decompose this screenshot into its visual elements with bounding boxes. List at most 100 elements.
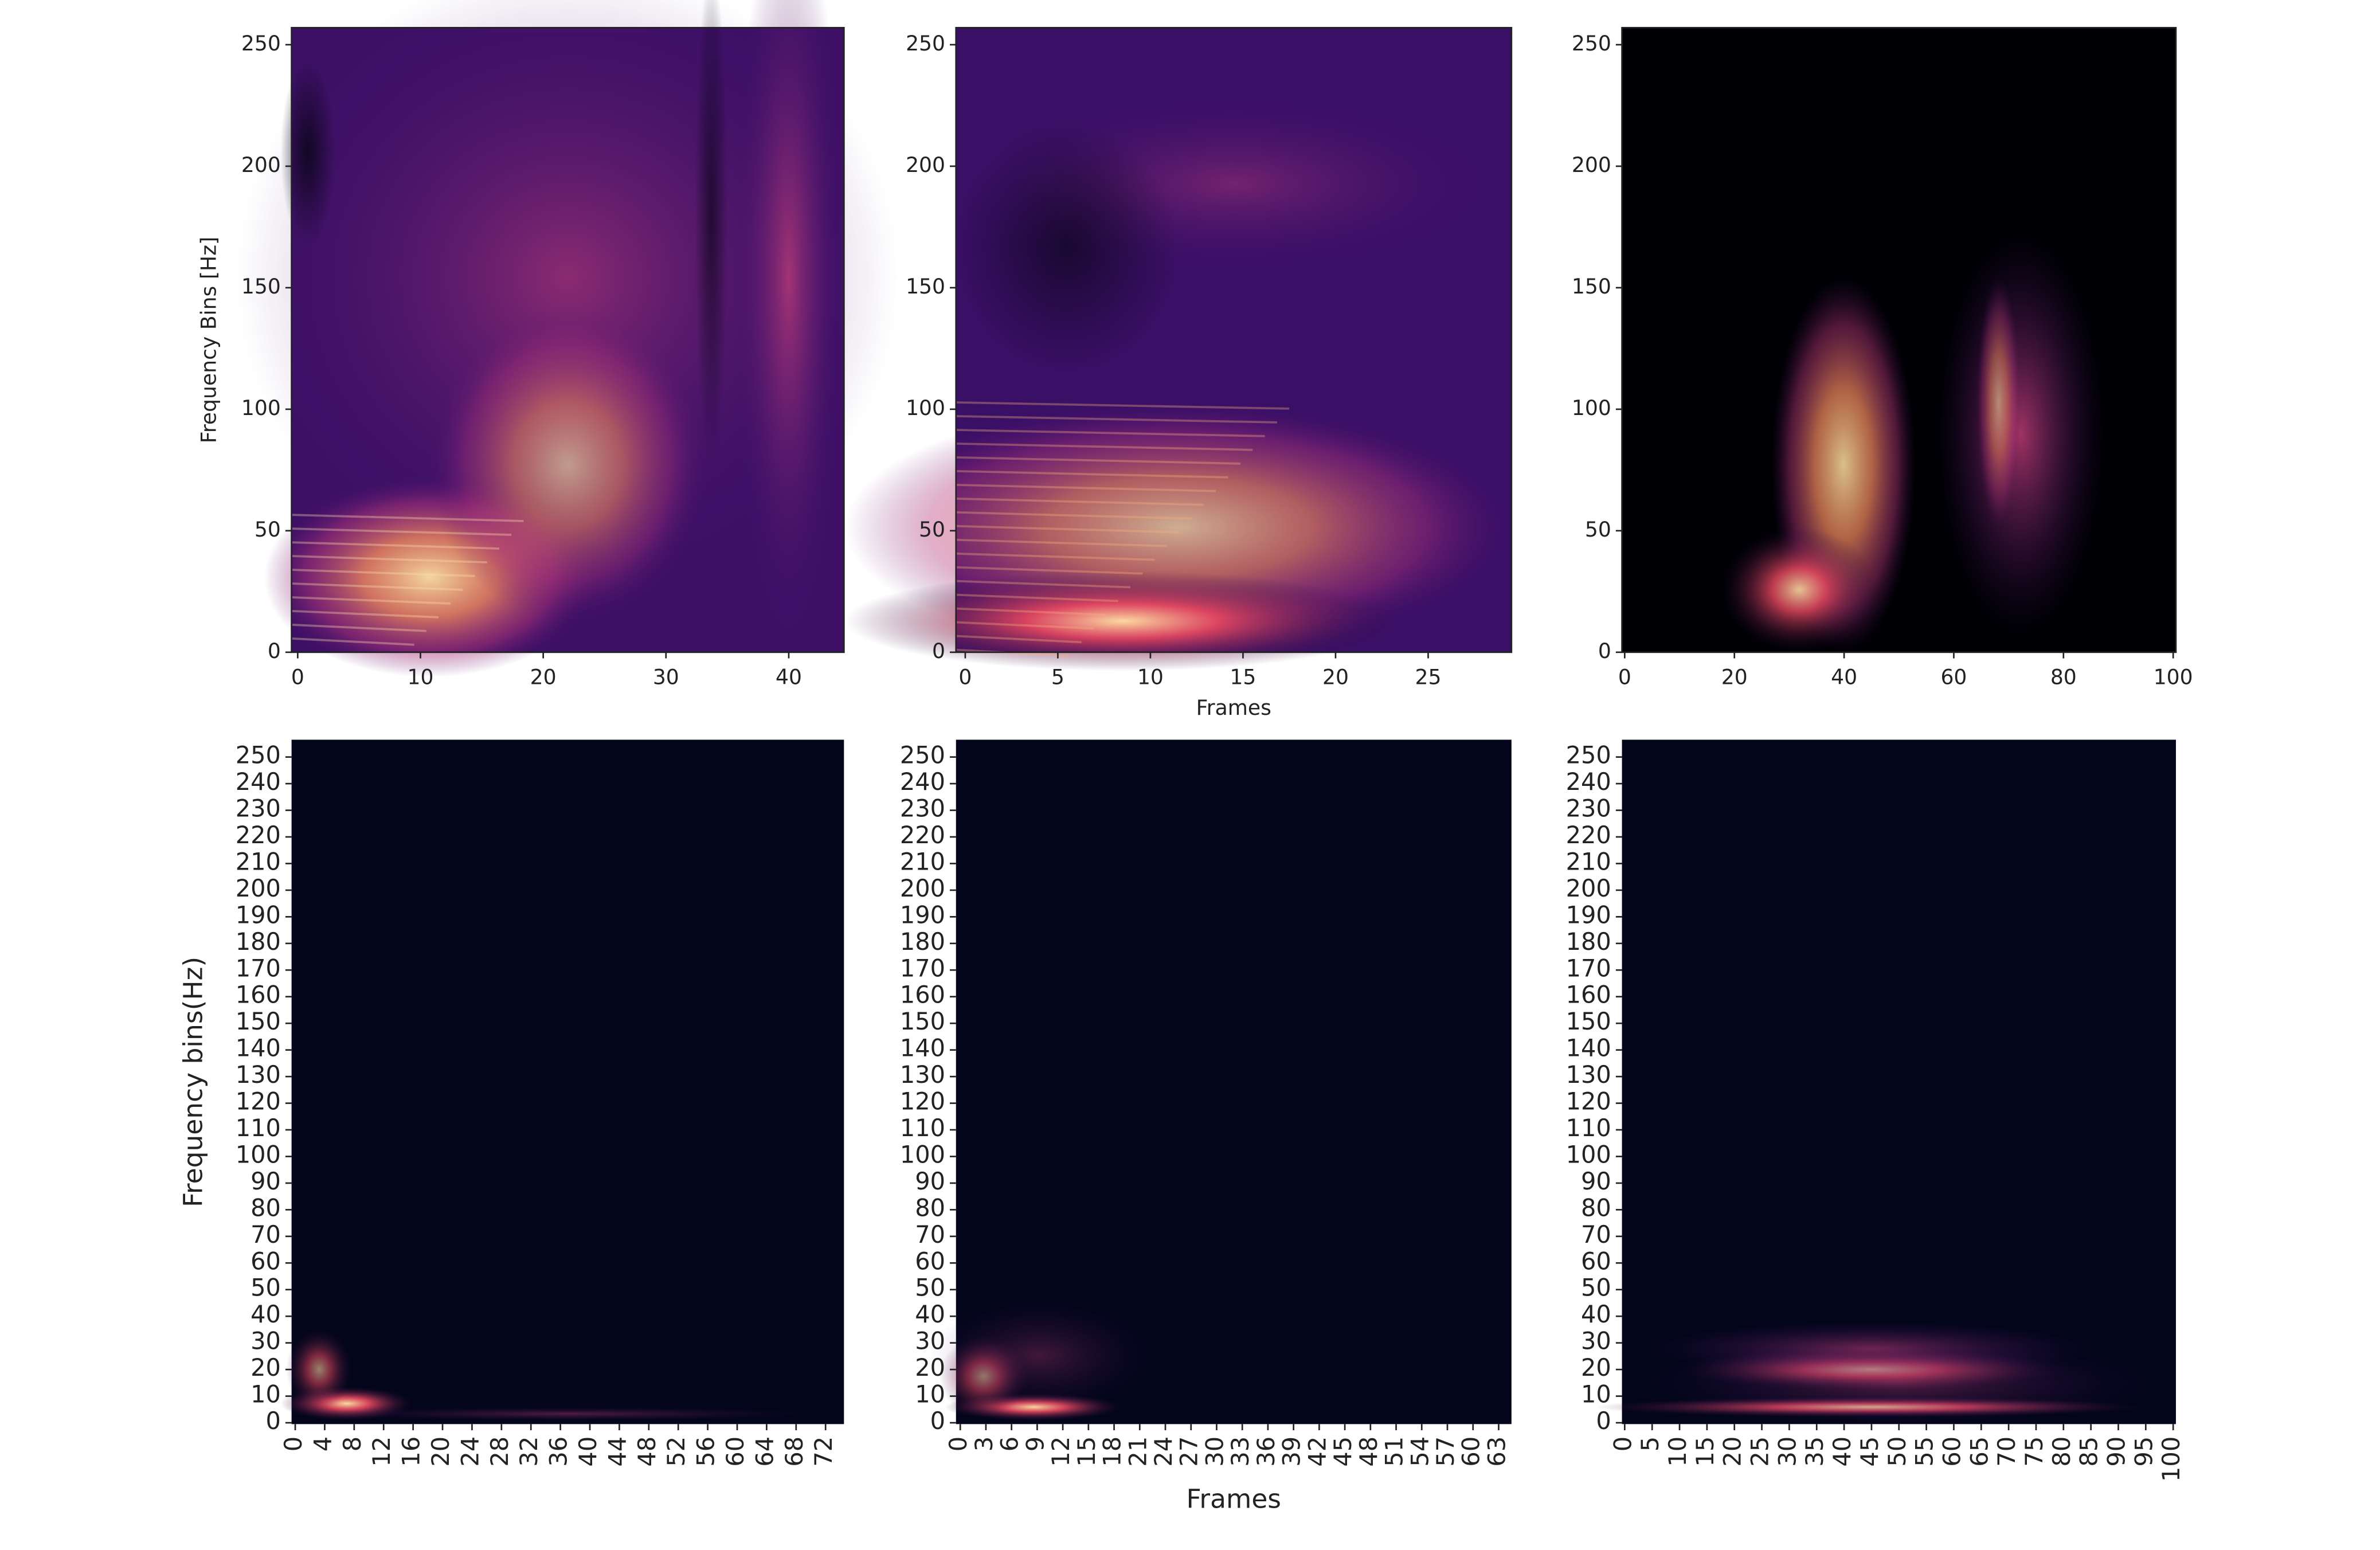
y-tick-label: 100 <box>241 396 281 420</box>
harmonic-stripe <box>291 637 414 646</box>
y-tick-label: 50 <box>250 1274 281 1302</box>
x-tick-label: 52 <box>662 1437 690 1467</box>
harmonic-stripe <box>956 497 1204 506</box>
x-tick-label: 9 <box>1021 1437 1049 1451</box>
y-tick-label: 250 <box>900 741 945 769</box>
y-tick-label: 200 <box>906 152 945 177</box>
y-tick-label: 10 <box>1581 1380 1611 1408</box>
y-tick-label: 90 <box>250 1167 281 1195</box>
harmonic-stripe <box>291 596 451 605</box>
y-tick-label: 40 <box>1581 1300 1611 1328</box>
y-tick-label: 150 <box>241 274 281 299</box>
heatmap-image <box>291 739 844 1424</box>
y-tick-label: 30 <box>915 1327 945 1355</box>
y-tick-label: 220 <box>236 821 281 849</box>
harmonic-stripe <box>956 621 1094 630</box>
heatmap-region <box>1937 233 2104 634</box>
harmonic-stripe <box>956 456 1240 465</box>
y-tick-label: 80 <box>915 1193 945 1222</box>
y-tick-label: 110 <box>900 1114 945 1142</box>
y-tick-label: 80 <box>1581 1193 1611 1222</box>
y-tick-label: 70 <box>1581 1220 1611 1248</box>
harmonic-stripe <box>956 538 1168 547</box>
heatmap-region <box>695 0 728 465</box>
y-tick-label: 230 <box>236 794 281 823</box>
y-tick-label: 250 <box>1566 741 1611 769</box>
y-tick-label: 220 <box>900 821 945 849</box>
y-tick-label: 190 <box>236 901 281 929</box>
x-tick-label: 0 <box>279 1437 307 1451</box>
x-tick-label: 60 <box>721 1437 749 1467</box>
y-tick-label: 120 <box>236 1087 281 1115</box>
heatmap-region <box>956 121 1179 371</box>
y-tick-label: 60 <box>915 1247 945 1275</box>
harmonic-stripe <box>291 610 439 619</box>
x-tick-label: 18 <box>1098 1437 1126 1467</box>
heatmap-region <box>285 1328 353 1411</box>
harmonic-stripe <box>956 470 1228 479</box>
harmonic-stripe <box>956 525 1180 534</box>
x-tick-label: 15 <box>1691 1437 1719 1467</box>
harmonic-stripe <box>956 443 1253 451</box>
harmonic-stripe <box>956 580 1131 589</box>
x-tick-label: 45 <box>1856 1437 1884 1467</box>
y-tick-label: 250 <box>906 31 945 56</box>
heatmap-region <box>429 308 706 621</box>
y-tick-label: 140 <box>236 1034 281 1062</box>
y-tick-label: 250 <box>241 31 281 56</box>
x-tick-label: 5 <box>1636 1437 1664 1451</box>
y-tick-label: 150 <box>1566 1007 1611 1035</box>
y-tick-label: 240 <box>236 768 281 796</box>
x-tick-label: 100 <box>2157 1437 2185 1482</box>
x-tick-label: 100 <box>2154 664 2193 689</box>
y-tick-label: 150 <box>236 1007 281 1035</box>
x-tick-label: 0 <box>291 664 304 689</box>
x-tick-label: 20 <box>1719 1437 1747 1467</box>
harmonic-stripe <box>291 527 512 536</box>
harmonic-stripe <box>291 582 463 591</box>
y-tick-label: 70 <box>250 1220 281 1248</box>
x-tick-label: 20 <box>426 1437 455 1467</box>
y-tick-label: 20 <box>250 1353 281 1381</box>
y-tick-label: 60 <box>250 1247 281 1275</box>
x-tick-label: 0 <box>1608 1437 1637 1451</box>
harmonic-stripe <box>956 593 1118 602</box>
y-tick-label: 170 <box>1566 954 1611 982</box>
y-tick-label: 200 <box>900 874 945 902</box>
x-tick-label: 24 <box>1149 1437 1177 1467</box>
x-tick-label: 12 <box>367 1437 396 1467</box>
x-tick-label: 56 <box>692 1437 720 1467</box>
y-tick-label: 0 <box>930 1407 945 1435</box>
x-tick-label: 64 <box>750 1437 778 1467</box>
y-tick-label: 100 <box>236 1140 281 1168</box>
x-tick-label: 25 <box>1415 664 1441 689</box>
y-tick-label: 250 <box>236 741 281 769</box>
heatmap-region <box>319 1407 817 1421</box>
y-tick-label: 50 <box>255 517 281 542</box>
x-tick-label: 55 <box>1911 1437 1939 1467</box>
x-tick-label: 30 <box>1200 1437 1228 1467</box>
x-tick-label: 21 <box>1124 1437 1152 1467</box>
y-tick-label: 20 <box>915 1353 945 1381</box>
y-tick-label: 20 <box>1581 1353 1611 1381</box>
y-tick-label: 60 <box>1581 1247 1611 1275</box>
y-tick-label: 210 <box>1566 847 1611 875</box>
x-tick-label: 60 <box>1457 1437 1485 1467</box>
heatmap-panel <box>844 28 1512 671</box>
x-tick-label: 75 <box>2020 1437 2048 1467</box>
y-axis-label: Frequency bins(Hz) <box>178 957 208 1207</box>
harmonic-stripe <box>956 607 1106 616</box>
x-tick-label: 36 <box>545 1437 573 1467</box>
y-tick-label: 100 <box>1566 1140 1611 1168</box>
x-tick-label: 90 <box>2102 1437 2130 1467</box>
x-tick-label: 54 <box>1406 1437 1434 1467</box>
y-tick-label: 130 <box>236 1060 281 1089</box>
y-tick-label: 10 <box>915 1380 945 1408</box>
x-tick-label: 80 <box>2050 664 2077 689</box>
x-tick-label: 42 <box>1303 1437 1331 1467</box>
axes-frame <box>1621 26 2177 653</box>
y-tick-label: 130 <box>1566 1060 1611 1089</box>
x-tick-label: 30 <box>653 664 679 689</box>
x-tick-label: 20 <box>1721 664 1748 689</box>
